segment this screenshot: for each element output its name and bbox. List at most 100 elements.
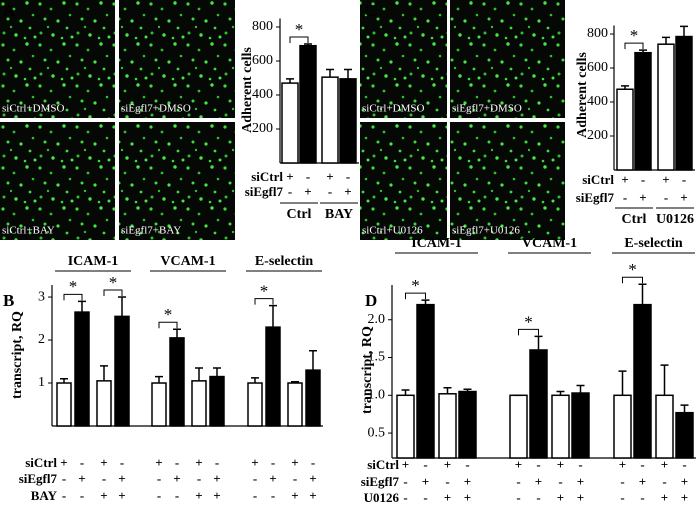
condition-sign: +: [304, 184, 311, 199]
y-tick-label: 1.5: [368, 350, 386, 365]
significance-bracket: [103, 289, 123, 297]
bar: [96, 380, 112, 427]
condition-name: siCtrl: [367, 457, 399, 472]
micrograph: [450, 0, 565, 118]
condition-sign: -: [465, 457, 469, 472]
error-bar: [304, 43, 312, 46]
condition-sign: -: [403, 490, 407, 505]
condition-sign: +: [100, 455, 107, 470]
condition-sign: -: [682, 457, 686, 472]
error-bar: [662, 36, 670, 45]
error-bar: [344, 68, 352, 79]
condition-sign: +: [195, 488, 202, 503]
condition-name: BAY: [31, 488, 58, 503]
condition-sign: +: [464, 490, 471, 505]
condition-sign: -: [253, 471, 257, 486]
condition-sign: -: [62, 471, 66, 486]
error-bar: [269, 304, 277, 328]
condition-sign: +: [195, 455, 202, 470]
condition-name: siEgfl7: [576, 190, 615, 205]
y-tick-label: 800: [587, 26, 608, 41]
condition-name: siEgfl7: [361, 474, 400, 489]
micrograph: [450, 122, 565, 240]
bar: [151, 382, 167, 427]
y-axis-label: transcript, RQ: [10, 311, 25, 399]
significance-star: *: [630, 26, 639, 45]
condition-sign: -: [536, 490, 540, 505]
y-tick-label: 400: [587, 94, 608, 109]
condition-sign: -: [102, 471, 106, 486]
condition-sign: +: [118, 471, 125, 486]
image-label: siEgfl7+BAY: [121, 225, 181, 237]
condition-sign: +: [269, 471, 276, 486]
error-bar: [251, 377, 259, 384]
significance-star: *: [524, 312, 533, 331]
y-tick-label: 0.5: [368, 425, 386, 440]
significance-star: *: [164, 305, 173, 324]
condition-sign: +: [681, 490, 688, 505]
y-tick-label: 200: [252, 121, 273, 136]
condition-sign: +: [444, 490, 451, 505]
image-label: siCtrl+U0126: [362, 225, 423, 237]
group-header: VCAM-1: [160, 254, 215, 269]
y-tick-label: 200: [587, 128, 608, 143]
image-label: siCtrl+DMSO: [362, 103, 424, 115]
error-bar: [100, 365, 108, 381]
condition-sign: +: [309, 471, 316, 486]
significance-star: *: [411, 276, 420, 295]
condition-sign: +: [557, 457, 564, 472]
micrograph: [360, 0, 447, 118]
y-axis-label: Adherent cells: [575, 52, 590, 138]
condition-sign: +: [100, 488, 107, 503]
y-tick-label: 800: [252, 19, 273, 34]
condition-name: U0126: [364, 490, 400, 505]
error-bar: [463, 388, 472, 392]
condition-sign: +: [118, 488, 125, 503]
bar: [287, 382, 303, 427]
condition-sign: -: [423, 490, 427, 505]
bar: [438, 393, 457, 459]
bar: [265, 326, 281, 427]
condition-sign: +: [173, 471, 180, 486]
condition-sign: +: [344, 184, 351, 199]
y-tick-label: 1: [38, 375, 45, 390]
error-bar: [576, 384, 585, 394]
bar: [675, 411, 694, 459]
error-bar: [118, 296, 126, 317]
condition-sign: -: [640, 457, 644, 472]
error-bar: [155, 375, 163, 384]
condition-sign: +: [422, 474, 429, 489]
bar: [613, 394, 632, 459]
error-bar: [660, 364, 669, 396]
group-header: ICAM-1: [411, 236, 462, 251]
bar: [339, 78, 357, 164]
condition-sign: -: [516, 490, 520, 505]
condition-sign: +: [78, 471, 85, 486]
condition-sign: -: [253, 488, 257, 503]
condition-sign: -: [578, 457, 582, 472]
condition-sign: -: [120, 455, 124, 470]
bar: [633, 303, 652, 459]
significance-star: *: [69, 277, 78, 296]
y-axis-label: transcript, RQ: [360, 326, 375, 414]
micrograph: [119, 0, 235, 118]
condition-sign: -: [662, 474, 666, 489]
condition-sign: +: [402, 457, 409, 472]
group-header: E-selectin: [255, 254, 314, 269]
bar: [675, 35, 693, 171]
condition-name: siEgfl7: [19, 471, 58, 486]
error-bar: [213, 367, 221, 377]
condition-sign: +: [621, 172, 628, 187]
bar: [169, 337, 185, 427]
condition-sign: +: [291, 455, 298, 470]
image-label: siEgfl7+DMSO: [121, 103, 191, 115]
y-axis-label: Adherent cells: [240, 47, 255, 133]
image-label: siEgfl7+DMSO: [452, 103, 522, 115]
condition-sign: -: [620, 474, 624, 489]
error-bar: [639, 49, 647, 53]
bar: [281, 82, 299, 164]
significance-star: *: [628, 260, 637, 279]
bar: [74, 311, 90, 427]
condition-sign: +: [291, 488, 298, 503]
condition-sign: -: [403, 474, 407, 489]
